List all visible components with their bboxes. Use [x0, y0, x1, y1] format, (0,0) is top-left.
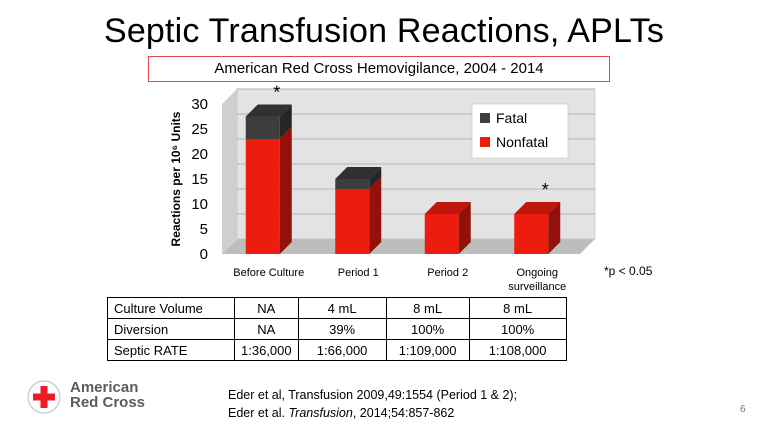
- legend-label: Fatal: [496, 110, 527, 126]
- bar-top: [335, 167, 382, 179]
- slide-title: Septic Transfusion Reactions, APLTs: [103, 12, 665, 50]
- x-tick-label: Before Culture: [233, 267, 304, 279]
- table-cell: 1:66,000: [297, 339, 387, 361]
- table-cell: 39%: [297, 318, 387, 340]
- citations: Eder et al, Transfusion 2009,49:1554 (Pe…: [228, 386, 517, 422]
- significance-star: *: [273, 83, 280, 103]
- y-tick-label: 25: [191, 121, 208, 138]
- culture-data-table: Culture Volume NA 4 mL 8 mL 8 mL Diversion NA 3…: [107, 297, 567, 361]
- table-row: Diversion NA 39% 100% 100%: [107, 318, 567, 340]
- bar-side-nonfatal: [458, 202, 471, 254]
- y-tick-label: 10: [191, 196, 208, 213]
- significance-note: *p < 0.05: [604, 264, 653, 278]
- x-tick-label: Ongoing: [516, 267, 558, 279]
- table-cell: NA: [234, 318, 299, 340]
- subtitle-box: American Red Cross Hemovigilance, 2004 -…: [148, 56, 610, 82]
- citation-2: Eder et al. Transfusion, 2014;54:857-862: [228, 404, 517, 422]
- citation-2-journal: Transfusion: [288, 406, 353, 420]
- bar-chart: 0 5 10 15 20 25 30 Reactions per 10⁶ Units Befor…: [169, 83, 596, 293]
- table-cell: NA: [234, 297, 299, 319]
- citation-1: Eder et al, Transfusion 2009,49:1554 (Pe…: [228, 388, 518, 402]
- x-tick-label: Period 2: [427, 267, 468, 279]
- table-row-label: Diversion: [107, 318, 235, 340]
- red-cross-logo-text: American Red Cross: [70, 380, 145, 410]
- table-row: Culture Volume NA 4 mL 8 mL 8 mL: [107, 297, 567, 319]
- slide-number: 6: [740, 404, 746, 415]
- y-tick-label: 0: [200, 246, 208, 263]
- table-cell: 1:109,000: [385, 339, 470, 361]
- citation-2-author: Eder et al.: [228, 406, 289, 420]
- table-cell: 4 mL: [297, 297, 387, 319]
- legend-swatch: [480, 137, 490, 147]
- bar-side-nonfatal: [548, 202, 561, 254]
- logo-line-1: American: [70, 379, 139, 396]
- y-tick-label: 15: [191, 171, 208, 188]
- significance-star: *: [542, 180, 549, 200]
- y-tick-label: 5: [200, 221, 208, 238]
- x-tick-label: surveillance: [508, 281, 566, 293]
- y-tick-label: 30: [191, 96, 208, 113]
- bar-top: [514, 202, 561, 214]
- bar-top: [245, 104, 292, 117]
- bar-nonfatal: [335, 189, 370, 254]
- table-row-label: Culture Volume: [107, 297, 235, 319]
- table-cell: 100%: [468, 318, 567, 340]
- y-axis-label: Reactions per 10⁶ Units: [169, 111, 183, 246]
- y-tick-label: 20: [191, 146, 208, 163]
- table-row: Septic RATE 1:36,000 1:66,000 1:109,000 1:10…: [107, 339, 567, 361]
- table-cell: 100%: [385, 318, 470, 340]
- chart-side-wall: [222, 89, 237, 254]
- logo-line-2: Red Cross: [70, 394, 146, 411]
- table-cell: 8 mL: [468, 297, 567, 319]
- citation-2-ref: , 2014;54:857-862: [352, 406, 455, 420]
- bar-side-fatal: [369, 167, 382, 189]
- legend-label: Nonfatal: [496, 134, 548, 150]
- bar-fatal: [245, 116, 280, 139]
- bar-fatal: [335, 179, 370, 189]
- bar-nonfatal: [514, 214, 549, 254]
- table-cell: 8 mL: [385, 297, 470, 319]
- bar-top: [424, 202, 471, 214]
- table-cell: 1:108,000: [468, 339, 567, 361]
- bar-side-nonfatal: [369, 177, 382, 254]
- table-row-label: Septic RATE: [107, 339, 235, 361]
- red-cross-icon: [27, 380, 61, 414]
- table-cell: 1:36,000: [234, 339, 299, 361]
- chart-floor: [222, 239, 595, 254]
- bar-nonfatal: [424, 214, 459, 254]
- legend-swatch: [480, 113, 490, 123]
- bar-side-nonfatal: [279, 127, 292, 254]
- x-tick-label: Period 1: [338, 267, 379, 279]
- bar-side-fatal: [279, 104, 292, 139]
- bar-nonfatal: [245, 139, 280, 254]
